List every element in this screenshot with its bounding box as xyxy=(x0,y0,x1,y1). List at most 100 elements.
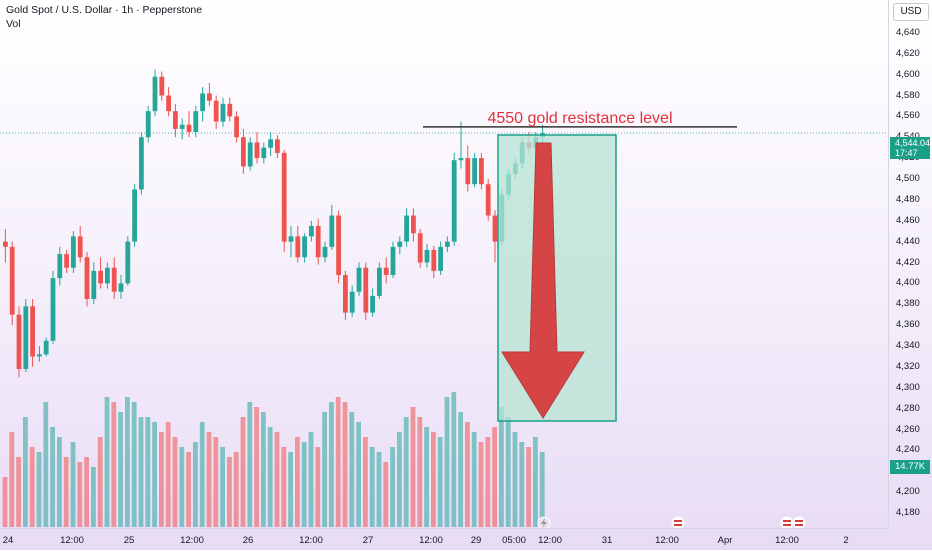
candle-body xyxy=(132,189,137,242)
price-tick-label: 4,400 xyxy=(896,277,920,289)
candle-body xyxy=(77,236,83,258)
candle-body xyxy=(247,142,253,167)
candle-body xyxy=(295,236,301,258)
candle-body xyxy=(329,215,335,247)
candle-body xyxy=(57,254,63,279)
candle-body xyxy=(118,283,124,292)
candle-body xyxy=(159,76,165,96)
time-tick-label: 24 xyxy=(2,535,14,546)
candle-body xyxy=(411,215,416,234)
chart-area[interactable]: 4550 gold resistance level xyxy=(0,0,888,528)
volume-bar xyxy=(77,462,83,527)
candle-body xyxy=(349,291,355,313)
candle-body xyxy=(363,267,369,313)
candle-body xyxy=(275,139,280,153)
candle-body xyxy=(445,241,450,247)
volume-bar xyxy=(295,437,300,527)
candle-body xyxy=(193,111,199,133)
price-tick-label: 4,440 xyxy=(896,235,920,247)
volume-bar xyxy=(165,422,171,527)
us-flag-event-icon-stripe xyxy=(795,524,803,526)
candle-body xyxy=(492,215,498,242)
candle-body xyxy=(281,152,287,242)
volume-bar xyxy=(57,437,62,527)
volume-bar xyxy=(9,432,15,527)
volume-bar xyxy=(261,412,266,527)
candle-body xyxy=(98,270,103,284)
down-arrow xyxy=(501,142,585,419)
time-axis[interactable] xyxy=(0,528,888,551)
candle-body xyxy=(383,267,389,276)
volume-bar xyxy=(233,452,239,527)
price-tick-label: 4,540 xyxy=(896,131,920,142)
volume-bar xyxy=(383,462,389,527)
candle-body xyxy=(16,314,22,369)
candle-body xyxy=(220,103,226,122)
time-tick-label: 12:00 xyxy=(538,535,562,546)
volume-bar xyxy=(512,432,518,527)
volume-bar xyxy=(193,442,198,527)
candle-body xyxy=(261,147,267,159)
us-flag-event-icon-stripe xyxy=(674,520,682,522)
volume-indicator-label[interactable]: Vol xyxy=(6,18,21,30)
time-tick-label: 2 xyxy=(843,535,849,546)
volume-bar xyxy=(505,417,511,527)
volume-bar xyxy=(125,397,130,527)
candle-body xyxy=(179,124,185,129)
volume-bar xyxy=(342,402,348,527)
candle-body xyxy=(3,241,8,247)
price-tick-label: 4,380 xyxy=(896,298,920,310)
volume-bar xyxy=(70,442,76,527)
price-tick-label: 4,180 xyxy=(896,507,920,518)
us-flag-event-icon-stripe xyxy=(795,520,803,522)
last-price-badge: 4,544.04 17:47 xyxy=(890,137,930,159)
price-tick-label: 4,280 xyxy=(896,402,920,414)
volume-bar xyxy=(444,397,450,527)
volume-bar xyxy=(131,402,137,527)
time-tick-label: 12:00 xyxy=(655,535,679,546)
volume-bar xyxy=(240,417,246,527)
chart-canvas[interactable]: 4550 gold resistance level xyxy=(0,0,888,528)
volume-bar xyxy=(410,407,416,527)
candle-body xyxy=(288,236,294,242)
volume-bar xyxy=(16,457,21,527)
volume-bar xyxy=(84,457,89,527)
us-flag-event-icon-stripe xyxy=(783,520,791,522)
candle-body xyxy=(377,267,382,296)
volume-bar xyxy=(172,437,178,527)
price-tick-label: 4,420 xyxy=(896,256,920,268)
price-scale[interactable] xyxy=(888,0,932,528)
volume-bar xyxy=(376,452,382,527)
volume-bar xyxy=(451,392,457,527)
volume-bar xyxy=(363,437,368,527)
candle-body xyxy=(43,340,49,355)
candle-body xyxy=(186,124,192,133)
volume-bar xyxy=(247,402,253,527)
time-tick-label: 25 xyxy=(123,535,135,546)
candle-body xyxy=(254,142,260,159)
currency-button[interactable]: USD xyxy=(893,3,929,21)
volume-bar xyxy=(458,412,463,527)
candle-body xyxy=(207,93,212,101)
candle-body xyxy=(227,103,233,117)
time-tick-label: 12:00 xyxy=(419,535,443,546)
candle-body xyxy=(30,306,35,357)
us-flag-event-icon xyxy=(780,516,794,528)
time-tick-label: 12:00 xyxy=(60,535,84,546)
volume-bar xyxy=(274,432,280,527)
candle-body xyxy=(37,354,42,357)
price-tick-label: 4,580 xyxy=(896,89,920,101)
candle-body xyxy=(417,233,423,263)
price-tick-label: 4,500 xyxy=(896,173,920,184)
time-tick-label: Apr xyxy=(717,535,733,546)
last-price: 4,544.04 xyxy=(895,138,931,148)
candle-body xyxy=(71,236,76,268)
volume-bar xyxy=(267,427,273,527)
volume-badge: 14.77K xyxy=(890,460,930,474)
candle-body xyxy=(431,249,437,271)
candle-body xyxy=(451,160,457,242)
candle-body xyxy=(479,158,484,185)
candle-body xyxy=(125,241,131,284)
candle-body xyxy=(166,95,171,112)
symbol-title[interactable]: Gold Spot / U.S. Dollar · 1h · Peppersto… xyxy=(6,4,203,16)
